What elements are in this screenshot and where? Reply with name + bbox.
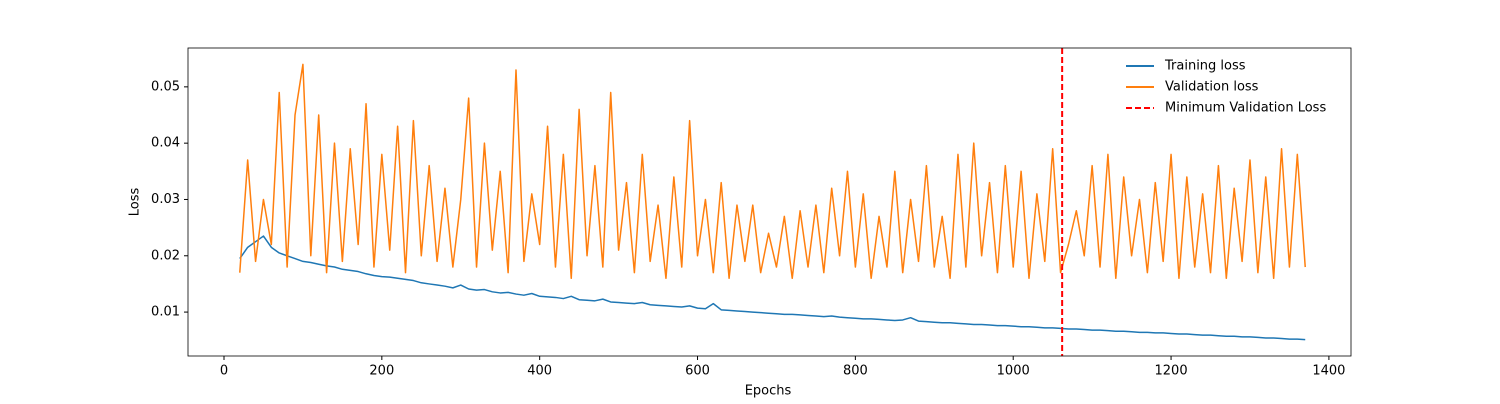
y-tick-label: 0.01 [151, 305, 180, 320]
x-tick-label: 0 [220, 364, 228, 379]
x-tick-label: 1400 [1312, 364, 1345, 379]
x-tick-label: 400 [527, 364, 552, 379]
legend-label: Minimum Validation Loss [1165, 101, 1326, 116]
x-tick-label: 200 [369, 364, 394, 379]
x-tick-label: 1200 [1155, 364, 1188, 379]
y-tick-label: 0.04 [151, 136, 180, 151]
x-axis-label: Epochs [745, 384, 792, 399]
series-line [239, 235, 1306, 341]
x-tick-label: 600 [685, 364, 710, 379]
y-tick-label: 0.03 [151, 192, 180, 207]
y-axis-label: Loss [128, 188, 143, 217]
legend-label: Validation loss [1165, 80, 1259, 95]
y-tick-label: 0.05 [151, 79, 180, 94]
series-line [239, 63, 1306, 280]
y-tick-label: 0.02 [151, 248, 180, 263]
legend-label: Training loss [1164, 59, 1246, 74]
x-tick-label: 800 [843, 364, 868, 379]
plot-frame [187, 47, 1352, 357]
x-tick-label: 1000 [997, 364, 1030, 379]
